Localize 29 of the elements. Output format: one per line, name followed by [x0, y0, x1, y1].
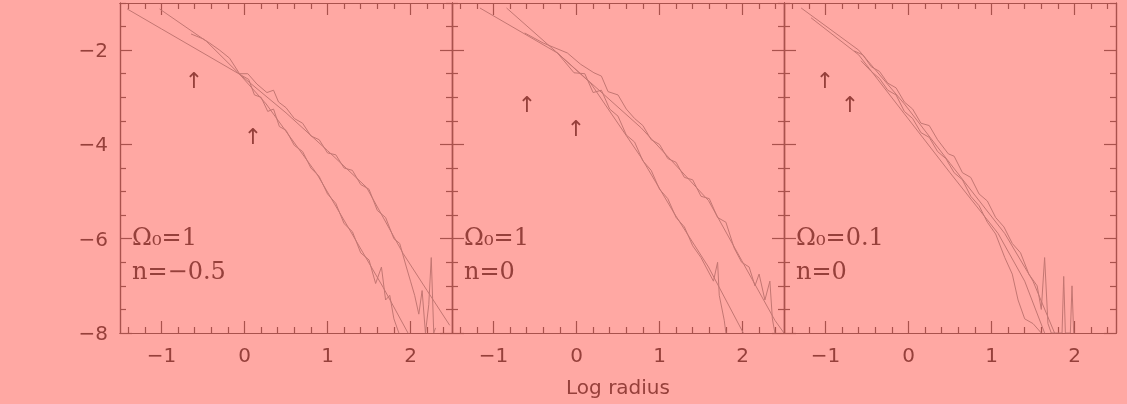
annotation: ↑ [517, 91, 537, 117]
annotation: Ω₀=1 [464, 223, 529, 251]
x-axis-title: Log radius [566, 375, 670, 399]
annotation: ↑ [243, 123, 263, 149]
x-tick-label: 1 [321, 343, 334, 367]
annotation: n=0 [796, 257, 847, 285]
x-tick-label: 2 [404, 343, 417, 367]
x-tick-label: 2 [1068, 343, 1081, 367]
x-tick-label: 1 [653, 343, 666, 367]
x-tick-label: −1 [478, 343, 509, 367]
annotation: n=−0.5 [132, 257, 226, 285]
y-tick-label: −6 [78, 226, 108, 251]
annotation: ↑ [566, 115, 586, 141]
x-tick-label: 0 [570, 343, 583, 367]
annotation: Ω₀=1 [132, 223, 197, 251]
annotation: ↑ [815, 67, 835, 93]
annotation: ↑ [840, 91, 860, 117]
x-tick-label: 1 [985, 343, 998, 367]
x-tick-label: 0 [902, 343, 915, 367]
x-tick-label: 2 [736, 343, 749, 367]
y-tick-label: −2 [78, 38, 108, 63]
y-tick-label: −8 [78, 321, 108, 345]
annotation: Ω₀=0.1 [796, 223, 884, 251]
y-tick-label: −4 [78, 132, 108, 157]
x-tick-label: 0 [238, 343, 251, 367]
x-tick-label: −1 [146, 343, 177, 367]
x-tick-label: −1 [810, 343, 841, 367]
annotation: ↑ [184, 67, 204, 93]
annotation: n=0 [464, 257, 515, 285]
